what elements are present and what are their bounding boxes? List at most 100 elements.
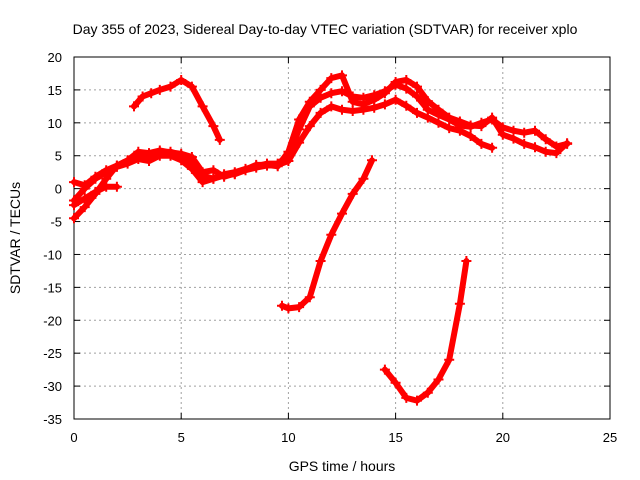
data-point bbox=[69, 213, 79, 224]
data-point bbox=[208, 121, 219, 132]
grid bbox=[74, 57, 610, 419]
data-point bbox=[337, 104, 347, 115]
data-point bbox=[487, 112, 498, 123]
series-track-7 bbox=[379, 256, 472, 406]
data-point bbox=[214, 134, 225, 145]
data-point bbox=[272, 161, 283, 172]
data-point bbox=[390, 94, 401, 105]
series-trace bbox=[131, 77, 223, 143]
data-point bbox=[144, 148, 154, 159]
data-point bbox=[390, 377, 401, 388]
data-point bbox=[476, 121, 487, 132]
data-point bbox=[433, 104, 444, 115]
data-point bbox=[229, 168, 240, 179]
data-point bbox=[154, 145, 165, 156]
y-tick-label: -30 bbox=[43, 379, 62, 394]
data-point bbox=[530, 125, 540, 136]
data-point bbox=[90, 186, 101, 197]
data-point bbox=[412, 81, 422, 92]
data-point bbox=[79, 202, 90, 213]
data-point bbox=[465, 120, 476, 131]
data-point bbox=[79, 180, 90, 191]
x-tick-label: 25 bbox=[603, 430, 617, 445]
data-point bbox=[454, 298, 465, 309]
data-point bbox=[101, 181, 112, 192]
series-track-5 bbox=[129, 75, 225, 145]
data-point bbox=[208, 165, 219, 176]
data-point bbox=[154, 84, 165, 95]
data-point bbox=[186, 81, 197, 92]
data-series bbox=[69, 70, 573, 406]
data-point bbox=[412, 107, 422, 118]
data-point bbox=[497, 129, 508, 140]
data-point bbox=[422, 96, 433, 107]
data-point bbox=[240, 164, 251, 175]
data-point bbox=[197, 101, 208, 112]
data-point bbox=[304, 292, 315, 303]
data-point bbox=[562, 138, 573, 149]
data-point bbox=[551, 148, 562, 159]
data-point bbox=[347, 96, 358, 107]
data-point bbox=[337, 208, 347, 219]
y-tick-label: 10 bbox=[48, 116, 62, 131]
data-point bbox=[367, 155, 377, 166]
data-point bbox=[390, 77, 401, 87]
series-track-4 bbox=[69, 181, 122, 211]
data-point bbox=[219, 171, 230, 182]
data-point bbox=[358, 173, 369, 184]
x-axis-label: GPS time / hours bbox=[289, 458, 396, 474]
x-tick-label: 0 bbox=[70, 430, 77, 445]
data-point bbox=[540, 146, 551, 157]
data-point bbox=[304, 96, 315, 107]
data-point bbox=[530, 142, 540, 153]
x-tick-label: 20 bbox=[496, 430, 510, 445]
data-point bbox=[283, 303, 294, 314]
data-point bbox=[461, 256, 472, 266]
data-point bbox=[476, 138, 487, 149]
data-point bbox=[519, 138, 530, 149]
data-point bbox=[251, 159, 262, 170]
data-point bbox=[315, 84, 326, 95]
y-tick-label: 15 bbox=[48, 83, 62, 98]
axis-ticks: 0 5 10 15 20 25 20 15 10 5 0 -5 -10 -15 -20 -25 -30 -35 bbox=[43, 50, 617, 445]
data-point bbox=[165, 147, 176, 158]
data-point bbox=[519, 127, 530, 138]
data-point bbox=[379, 99, 390, 110]
chart-title: Day 355 of 2023, Sidereal Day-to-day VTE… bbox=[73, 21, 578, 37]
data-point bbox=[412, 91, 422, 102]
data-point bbox=[326, 73, 337, 84]
data-point bbox=[186, 152, 197, 162]
series-trace bbox=[381, 258, 470, 404]
data-point bbox=[369, 94, 380, 105]
y-tick-label: -35 bbox=[43, 412, 62, 427]
data-point bbox=[508, 133, 519, 144]
plot-frame bbox=[73, 56, 611, 420]
y-tick-label: -20 bbox=[43, 313, 62, 328]
data-point bbox=[422, 104, 433, 115]
data-point bbox=[262, 159, 272, 170]
y-tick-label: 5 bbox=[55, 149, 62, 164]
data-point bbox=[176, 148, 187, 159]
data-point bbox=[379, 88, 390, 99]
data-point bbox=[444, 123, 455, 134]
x-tick-label: 5 bbox=[178, 430, 185, 445]
series-track-3 bbox=[69, 70, 573, 224]
data-point bbox=[358, 99, 369, 110]
data-point bbox=[337, 70, 347, 81]
data-point bbox=[379, 364, 390, 375]
data-point bbox=[122, 155, 133, 166]
data-point bbox=[129, 101, 139, 112]
data-point bbox=[277, 300, 287, 311]
data-point bbox=[487, 142, 498, 153]
y-tick-label: -10 bbox=[43, 247, 62, 262]
y-tick-label: 0 bbox=[55, 182, 62, 197]
data-point bbox=[165, 81, 176, 92]
data-point bbox=[347, 106, 358, 116]
data-point bbox=[315, 107, 326, 118]
data-point bbox=[176, 75, 187, 85]
x-tick-label: 10 bbox=[281, 430, 295, 445]
data-point bbox=[326, 88, 337, 99]
data-point bbox=[283, 146, 294, 157]
series-trace bbox=[279, 157, 375, 312]
data-point bbox=[304, 121, 315, 132]
